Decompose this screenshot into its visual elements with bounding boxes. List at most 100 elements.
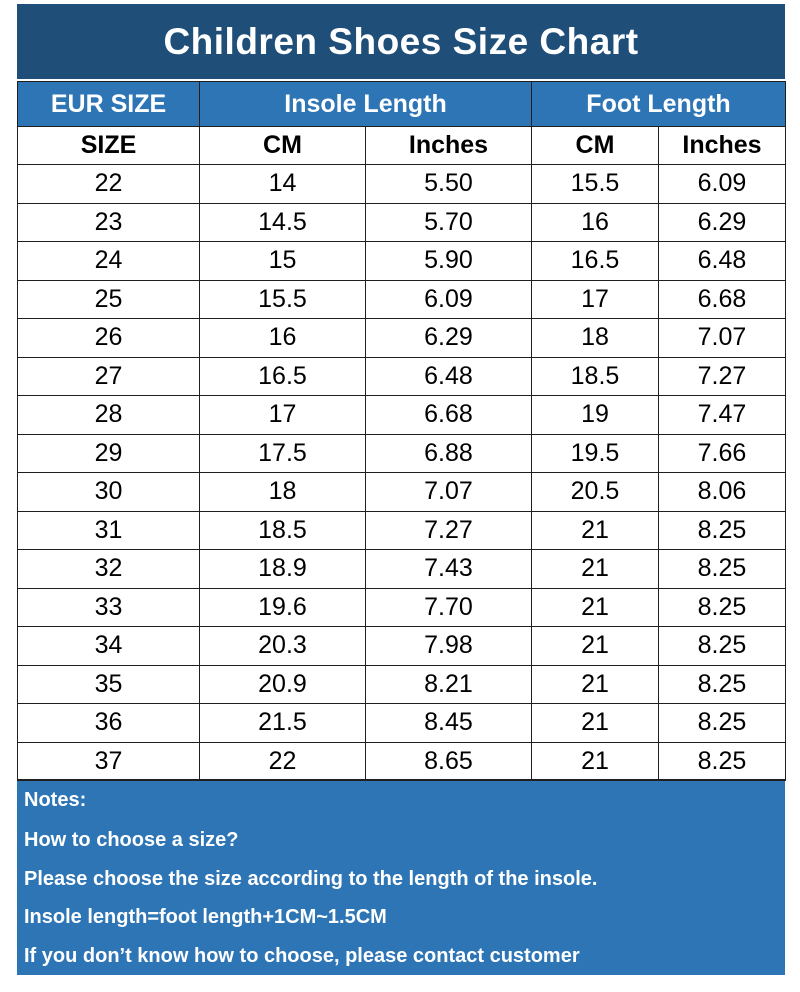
- eur-size-cell: 23: [17, 202, 200, 242]
- insole-cm-cell: 19.6: [199, 587, 366, 627]
- table-row: 31 18.5 7.27 21 8.25: [17, 510, 786, 550]
- insole-inches-cell: 8.65: [365, 741, 532, 781]
- insole-cm-cell: 22: [199, 741, 366, 781]
- eur-size-cell: 37: [17, 741, 200, 781]
- table-row: 33 19.6 7.70 21 8.25: [17, 587, 786, 627]
- foot-cm-cell: 19.5: [531, 433, 659, 473]
- insole-inches-cell: 7.07: [365, 472, 532, 512]
- foot-cm-cell: 21: [531, 549, 659, 589]
- foot-cm-cell: 21: [531, 664, 659, 704]
- eur-size-cell: 28: [17, 395, 200, 435]
- foot-inches-cell: 7.66: [658, 433, 786, 473]
- table-row: 37 22 8.65 21 8.25: [17, 741, 786, 781]
- foot-cm-cell: 15.5: [531, 164, 659, 204]
- eur-size-cell: 36: [17, 703, 200, 743]
- table-row: 24 15 5.90 16.5 6.48: [17, 241, 786, 281]
- foot-inches-cell: 8.25: [658, 626, 786, 666]
- foot-inches-cell: 6.48: [658, 241, 786, 281]
- notes-heading: Notes:: [24, 789, 87, 811]
- size-column-header: SIZE: [17, 126, 200, 165]
- table-row: 30 18 7.07 20.5 8.06: [17, 472, 786, 512]
- foot-inches-cell: 8.25: [658, 549, 786, 589]
- table-row: 23 14.5 5.70 16 6.29: [17, 202, 786, 242]
- foot-cm-cell: 18: [531, 318, 659, 358]
- foot-inches-cell: 8.25: [658, 510, 786, 550]
- insole-inches-cell: 7.43: [365, 549, 532, 589]
- insole-cm-cell: 20.3: [199, 626, 366, 666]
- insole-inches-cell: 7.98: [365, 626, 532, 666]
- insole-length-header: Insole Length: [199, 81, 532, 127]
- eur-size-cell: 22: [17, 164, 200, 204]
- insole-inches-cell: 7.70: [365, 587, 532, 627]
- eur-size-cell: 31: [17, 510, 200, 550]
- group-header-row: EUR SIZE Insole Length Foot Length: [17, 81, 786, 127]
- insole-inches-cell: 6.88: [365, 433, 532, 473]
- insole-inches-cell: 7.27: [365, 510, 532, 550]
- notes-section: Notes: How to choose a size? Please choo…: [17, 779, 785, 975]
- eur-size-cell: 26: [17, 318, 200, 358]
- foot-inches-cell: 7.07: [658, 318, 786, 358]
- eur-size-cell: 35: [17, 664, 200, 704]
- insole-inches-cell: 5.50: [365, 164, 532, 204]
- foot-inches-cell: 8.25: [658, 741, 786, 781]
- insole-cm-cell: 14: [199, 164, 366, 204]
- insole-inches-cell: 5.70: [365, 202, 532, 242]
- eur-size-cell: 34: [17, 626, 200, 666]
- insole-inches-header: Inches: [365, 126, 532, 165]
- foot-inches-cell: 6.68: [658, 279, 786, 319]
- foot-inches-header: Inches: [658, 126, 786, 165]
- eur-size-cell: 30: [17, 472, 200, 512]
- table-row: 28 17 6.68 19 7.47: [17, 395, 786, 435]
- foot-inches-cell: 8.25: [658, 703, 786, 743]
- notes-contact: If you don’t know how to choose, please …: [24, 944, 580, 967]
- notes-instruction: Please choose the size according to the …: [24, 867, 598, 890]
- eur-size-cell: 32: [17, 549, 200, 589]
- insole-inches-cell: 6.09: [365, 279, 532, 319]
- foot-length-header: Foot Length: [531, 81, 786, 127]
- foot-cm-cell: 21: [531, 703, 659, 743]
- unit-header-row: SIZE CM Inches CM Inches: [17, 126, 786, 165]
- foot-cm-cell: 19: [531, 395, 659, 435]
- foot-cm-cell: 17: [531, 279, 659, 319]
- table-row: 26 16 6.29 18 7.07: [17, 318, 786, 358]
- foot-inches-cell: 8.25: [658, 587, 786, 627]
- foot-cm-cell: 21: [531, 587, 659, 627]
- insole-cm-cell: 16.5: [199, 356, 366, 396]
- insole-inches-cell: 5.90: [365, 241, 532, 281]
- insole-cm-cell: 17.5: [199, 433, 366, 473]
- foot-cm-cell: 20.5: [531, 472, 659, 512]
- foot-cm-cell: 21: [531, 626, 659, 666]
- eur-size-cell: 29: [17, 433, 200, 473]
- eur-size-cell: 25: [17, 279, 200, 319]
- insole-cm-cell: 15: [199, 241, 366, 281]
- foot-cm-cell: 18.5: [531, 356, 659, 396]
- table-row: 36 21.5 8.45 21 8.25: [17, 703, 786, 743]
- insole-cm-cell: 20.9: [199, 664, 366, 704]
- insole-cm-cell: 18: [199, 472, 366, 512]
- eur-size-header: EUR SIZE: [17, 81, 200, 127]
- foot-inches-cell: 6.09: [658, 164, 786, 204]
- insole-cm-cell: 21.5: [199, 703, 366, 743]
- foot-cm-cell: 16.5: [531, 241, 659, 281]
- chart-title: Children Shoes Size Chart: [17, 4, 785, 79]
- foot-inches-cell: 8.25: [658, 664, 786, 704]
- insole-cm-cell: 15.5: [199, 279, 366, 319]
- notes-question: How to choose a size?: [24, 829, 239, 851]
- insole-cm-cell: 16: [199, 318, 366, 358]
- table-row: 27 16.5 6.48 18.5 7.27: [17, 356, 786, 396]
- size-table: EUR SIZE Insole Length Foot Length SIZE …: [17, 81, 786, 781]
- table-row: 25 15.5 6.09 17 6.68: [17, 279, 786, 319]
- foot-cm-cell: 16: [531, 202, 659, 242]
- insole-inches-cell: 6.68: [365, 395, 532, 435]
- insole-cm-header: CM: [199, 126, 366, 165]
- eur-size-cell: 33: [17, 587, 200, 627]
- table-row: 34 20.3 7.98 21 8.25: [17, 626, 786, 666]
- notes-formula: Insole length=foot length+1CM~1.5CM: [24, 906, 387, 928]
- table-row: 29 17.5 6.88 19.5 7.66: [17, 433, 786, 473]
- size-table-body: EUR SIZE Insole Length Foot Length SIZE …: [17, 81, 786, 781]
- foot-inches-cell: 6.29: [658, 202, 786, 242]
- table-row: 22 14 5.50 15.5 6.09: [17, 164, 786, 204]
- insole-inches-cell: 6.48: [365, 356, 532, 396]
- eur-size-cell: 24: [17, 241, 200, 281]
- insole-cm-cell: 18.9: [199, 549, 366, 589]
